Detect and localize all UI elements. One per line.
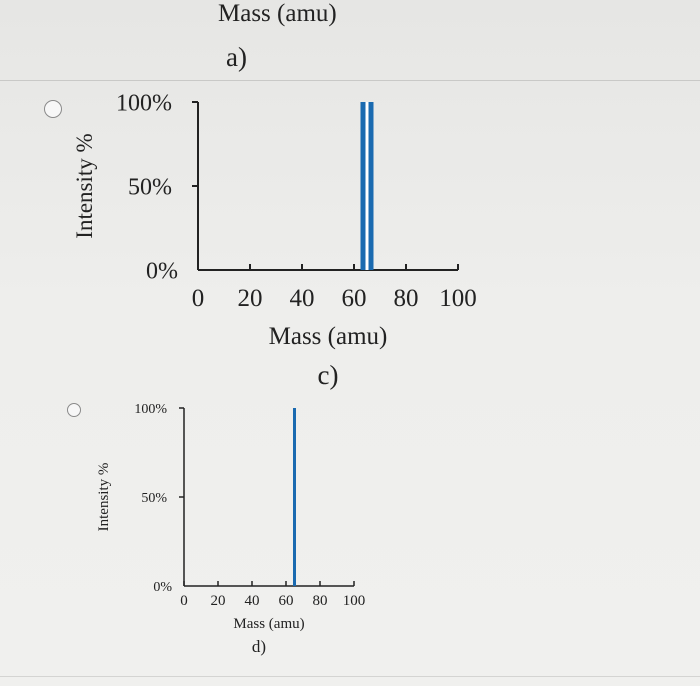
x-tick-label: 60 — [279, 593, 294, 609]
x-tick-label: 40 — [290, 285, 315, 312]
top-xlabel: Mass (amu) — [218, 0, 337, 27]
x-axis-label: Mass (amu) — [269, 323, 388, 350]
y-tick-label: 100% — [116, 90, 172, 116]
top-option-label: a) — [226, 42, 247, 72]
y-axis-label: Intensity % — [96, 463, 112, 532]
y-tick-label: 100% — [134, 402, 167, 417]
y-tick-label: 50% — [141, 491, 167, 506]
y-axis-label: Intensity % — [72, 133, 97, 238]
y-tick-label: 0% — [146, 258, 178, 284]
x-tick-label: 100 — [343, 593, 366, 609]
peak-bar-gap — [365, 102, 369, 270]
x-tick-label: 20 — [238, 285, 263, 312]
x-tick-label: 80 — [313, 593, 328, 609]
peak-bar — [293, 408, 296, 586]
y-tick-label: 50% — [128, 174, 172, 200]
x-tick-label: 80 — [394, 285, 419, 312]
chart-d: 0% 50% 100% 0 20 40 60 80 100 Mass (amu) d) Intensi… — [96, 402, 366, 656]
option-label: c) — [318, 360, 339, 390]
option-label: d) — [252, 637, 266, 656]
x-tick-label: 0 — [192, 285, 205, 312]
x-axis-label: Mass (amu) — [233, 616, 304, 632]
x-tick-label: 100 — [439, 285, 477, 312]
x-tick-label: 40 — [245, 593, 260, 609]
y-tick-label: 0% — [153, 580, 172, 595]
option-d-radio[interactable] — [67, 403, 81, 417]
x-tick-label: 0 — [180, 593, 188, 609]
bottom-divider — [0, 676, 700, 677]
x-tick-label: 60 — [342, 285, 367, 312]
chart-c: 0% 50% 100% 0 20 40 60 80 100 Mass (amu) c) Intensi… — [72, 90, 477, 390]
option-c-radio[interactable] — [44, 100, 62, 118]
option-divider — [0, 80, 700, 81]
x-tick-label: 20 — [211, 593, 226, 609]
